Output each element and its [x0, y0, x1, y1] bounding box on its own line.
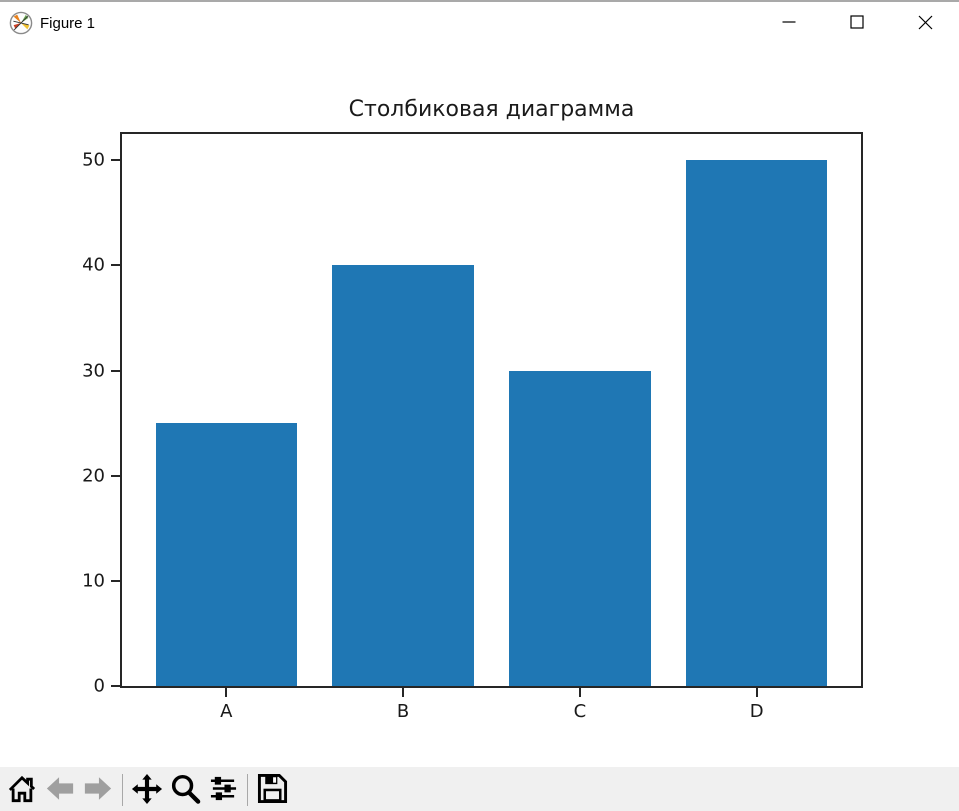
window-controls — [755, 2, 959, 47]
toolbar-pan-button[interactable] — [128, 770, 166, 810]
minimize-icon — [782, 15, 796, 34]
axes-frame: A B C D 0 10 20 30 40 50 — [82, 132, 863, 722]
close-icon — [918, 15, 933, 35]
x-tick — [755, 688, 758, 697]
y-tick-label: 10 — [82, 570, 105, 592]
save-icon — [257, 773, 288, 807]
x-tick-label: B — [396, 701, 410, 722]
close-button[interactable] — [891, 2, 959, 47]
pan-icon — [131, 773, 163, 808]
bar-C — [509, 370, 651, 686]
back-icon — [45, 775, 75, 805]
y-tick — [111, 369, 120, 372]
x-tick — [225, 688, 228, 697]
toolbar-separator — [247, 774, 248, 806]
toolbar-forward-button[interactable] — [79, 770, 117, 810]
toolbar-home-button[interactable] — [3, 770, 41, 810]
y-tick — [111, 159, 120, 162]
toolbar-back-button[interactable] — [41, 770, 79, 810]
zoom-icon — [170, 773, 201, 807]
y-tick — [111, 685, 120, 687]
maximize-icon — [850, 15, 864, 34]
window-title: Figure 1 — [40, 15, 96, 32]
subplots-icon — [209, 773, 238, 807]
chart-title: Столбиковая диаграмма — [348, 97, 635, 122]
x-tick — [578, 688, 581, 697]
y-tick-label: 0 — [93, 675, 105, 697]
bar-B — [332, 265, 474, 686]
y-tick — [111, 474, 120, 477]
maximize-button[interactable] — [823, 2, 891, 47]
forward-icon — [83, 775, 113, 805]
navigation-toolbar — [0, 767, 959, 811]
toolbar-subplots-button[interactable] — [204, 770, 242, 810]
y-tick — [111, 579, 120, 582]
y-tick-label: 50 — [82, 149, 105, 171]
y-tick-label: 40 — [82, 254, 105, 276]
x-tick-label: C — [573, 701, 587, 722]
minimize-button[interactable] — [755, 2, 823, 47]
bar-A — [155, 423, 297, 686]
toolbar-separator — [122, 774, 123, 806]
matplotlib-logo-icon — [9, 11, 33, 35]
y-tick — [111, 264, 120, 267]
x-tick-label: A — [220, 701, 233, 722]
bar-D — [685, 160, 828, 686]
y-tick-label: 20 — [82, 465, 105, 487]
y-tick-label: 30 — [82, 360, 105, 382]
toolbar-zoom-button[interactable] — [166, 770, 204, 810]
home-icon — [7, 775, 37, 806]
toolbar-save-button[interactable] — [253, 770, 291, 810]
titlebar[interactable]: Figure 1 — [0, 2, 959, 47]
x-tick — [402, 688, 405, 697]
figure-canvas: Столбиковая диаграмма A B C D 0 10 20 30 40 50 — [0, 47, 959, 767]
x-tick-label: D — [749, 701, 764, 722]
